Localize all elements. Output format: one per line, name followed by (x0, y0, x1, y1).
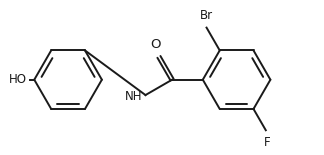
Text: F: F (264, 135, 271, 148)
Text: Br: Br (200, 9, 213, 22)
Text: NH: NH (124, 90, 142, 103)
Text: HO: HO (9, 73, 27, 86)
Text: O: O (150, 38, 161, 51)
